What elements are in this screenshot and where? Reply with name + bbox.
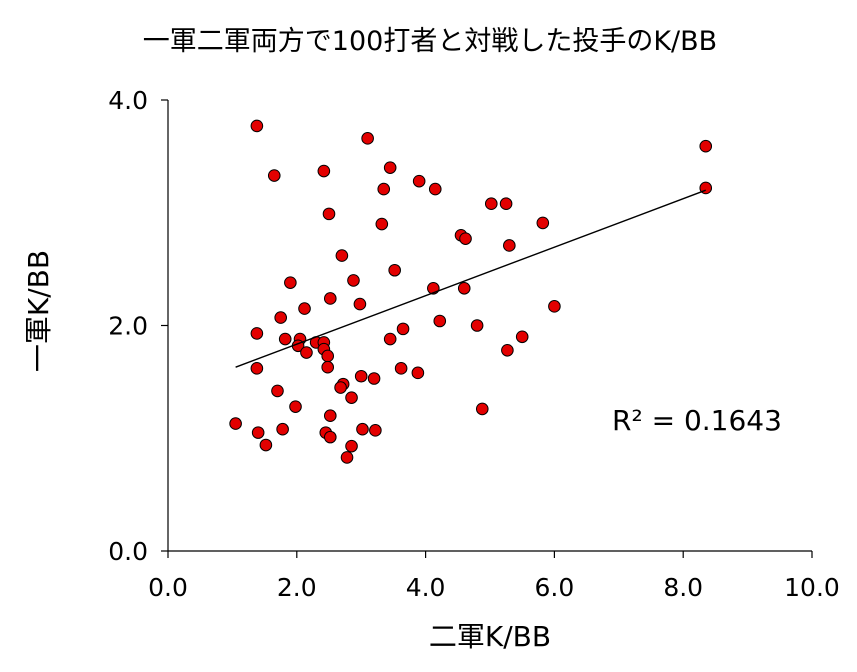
y-axis-title: 一軍K/BB [22,250,55,372]
data-point [340,451,354,464]
data-point [367,372,381,385]
data-point [394,362,408,375]
x-tick-label: 6.0 [535,573,575,602]
data-point [503,239,516,252]
data-point [271,384,284,398]
data-point [259,438,273,452]
data-point [470,319,484,332]
x-tick-label: 0.0 [148,573,188,602]
data-point [377,182,391,196]
data-point [412,174,426,188]
y-tick-label: 4.0 [108,86,148,115]
data-point [251,426,265,439]
axes [167,100,812,552]
data-point [267,169,281,182]
data-point [433,314,447,328]
data-point [250,327,264,340]
data-point [321,360,335,374]
data-point [383,161,397,174]
data-point [375,217,389,231]
x-tick-label: 8.0 [663,573,703,602]
data-point [323,430,337,444]
data-point [284,276,297,289]
data-point [356,422,369,436]
data-point [276,422,289,436]
r-squared-label: R² = 0.1643 [612,404,782,437]
data-point [475,402,489,416]
data-point [274,311,288,324]
data-point [345,439,358,453]
data-point [250,119,264,133]
data-point [250,362,264,375]
x-tick-label: 10.0 [784,573,840,602]
data-point [345,391,358,404]
y-tick-label: 2.0 [108,312,148,341]
y-tick-label: 0.0 [108,537,148,566]
data-point [548,300,561,313]
x-tick-label: 4.0 [406,573,446,602]
data-point [699,139,713,153]
data-point [347,274,360,287]
data-point [323,409,337,423]
x-axis-title: 二軍K/BB [429,620,551,653]
data-point [369,424,382,437]
data-point [298,302,311,315]
data-point [361,132,374,145]
data-point [229,417,242,430]
ticks [161,99,813,558]
tick-labels: 0.0 2.0 4.0 6.0 8.0 10.0 0.0 2.0 4.0 [108,86,840,602]
data-point [396,322,410,336]
data-point [289,400,302,413]
data-point [353,297,367,311]
data-point [501,344,514,357]
data-point [321,349,335,363]
x-tick-label: 2.0 [277,573,317,602]
data-point [515,330,529,344]
data-points [229,119,713,464]
data-point [484,197,498,211]
data-point [278,332,292,346]
data-point [335,249,349,262]
data-point [536,216,550,230]
data-point [428,182,442,196]
data-point [459,232,472,245]
data-point [334,381,347,394]
data-point [354,369,368,383]
chart-title: 一軍二軍両方で100打者と対戦した投手のK/BB [143,26,717,57]
data-point [411,366,425,380]
data-point [499,197,513,211]
trendline [235,189,706,368]
data-point [322,207,336,221]
data-point [457,281,471,295]
data-point [323,292,337,305]
data-point [383,332,397,346]
data-point [300,346,313,359]
data-point [317,164,331,178]
data-point [388,263,401,277]
